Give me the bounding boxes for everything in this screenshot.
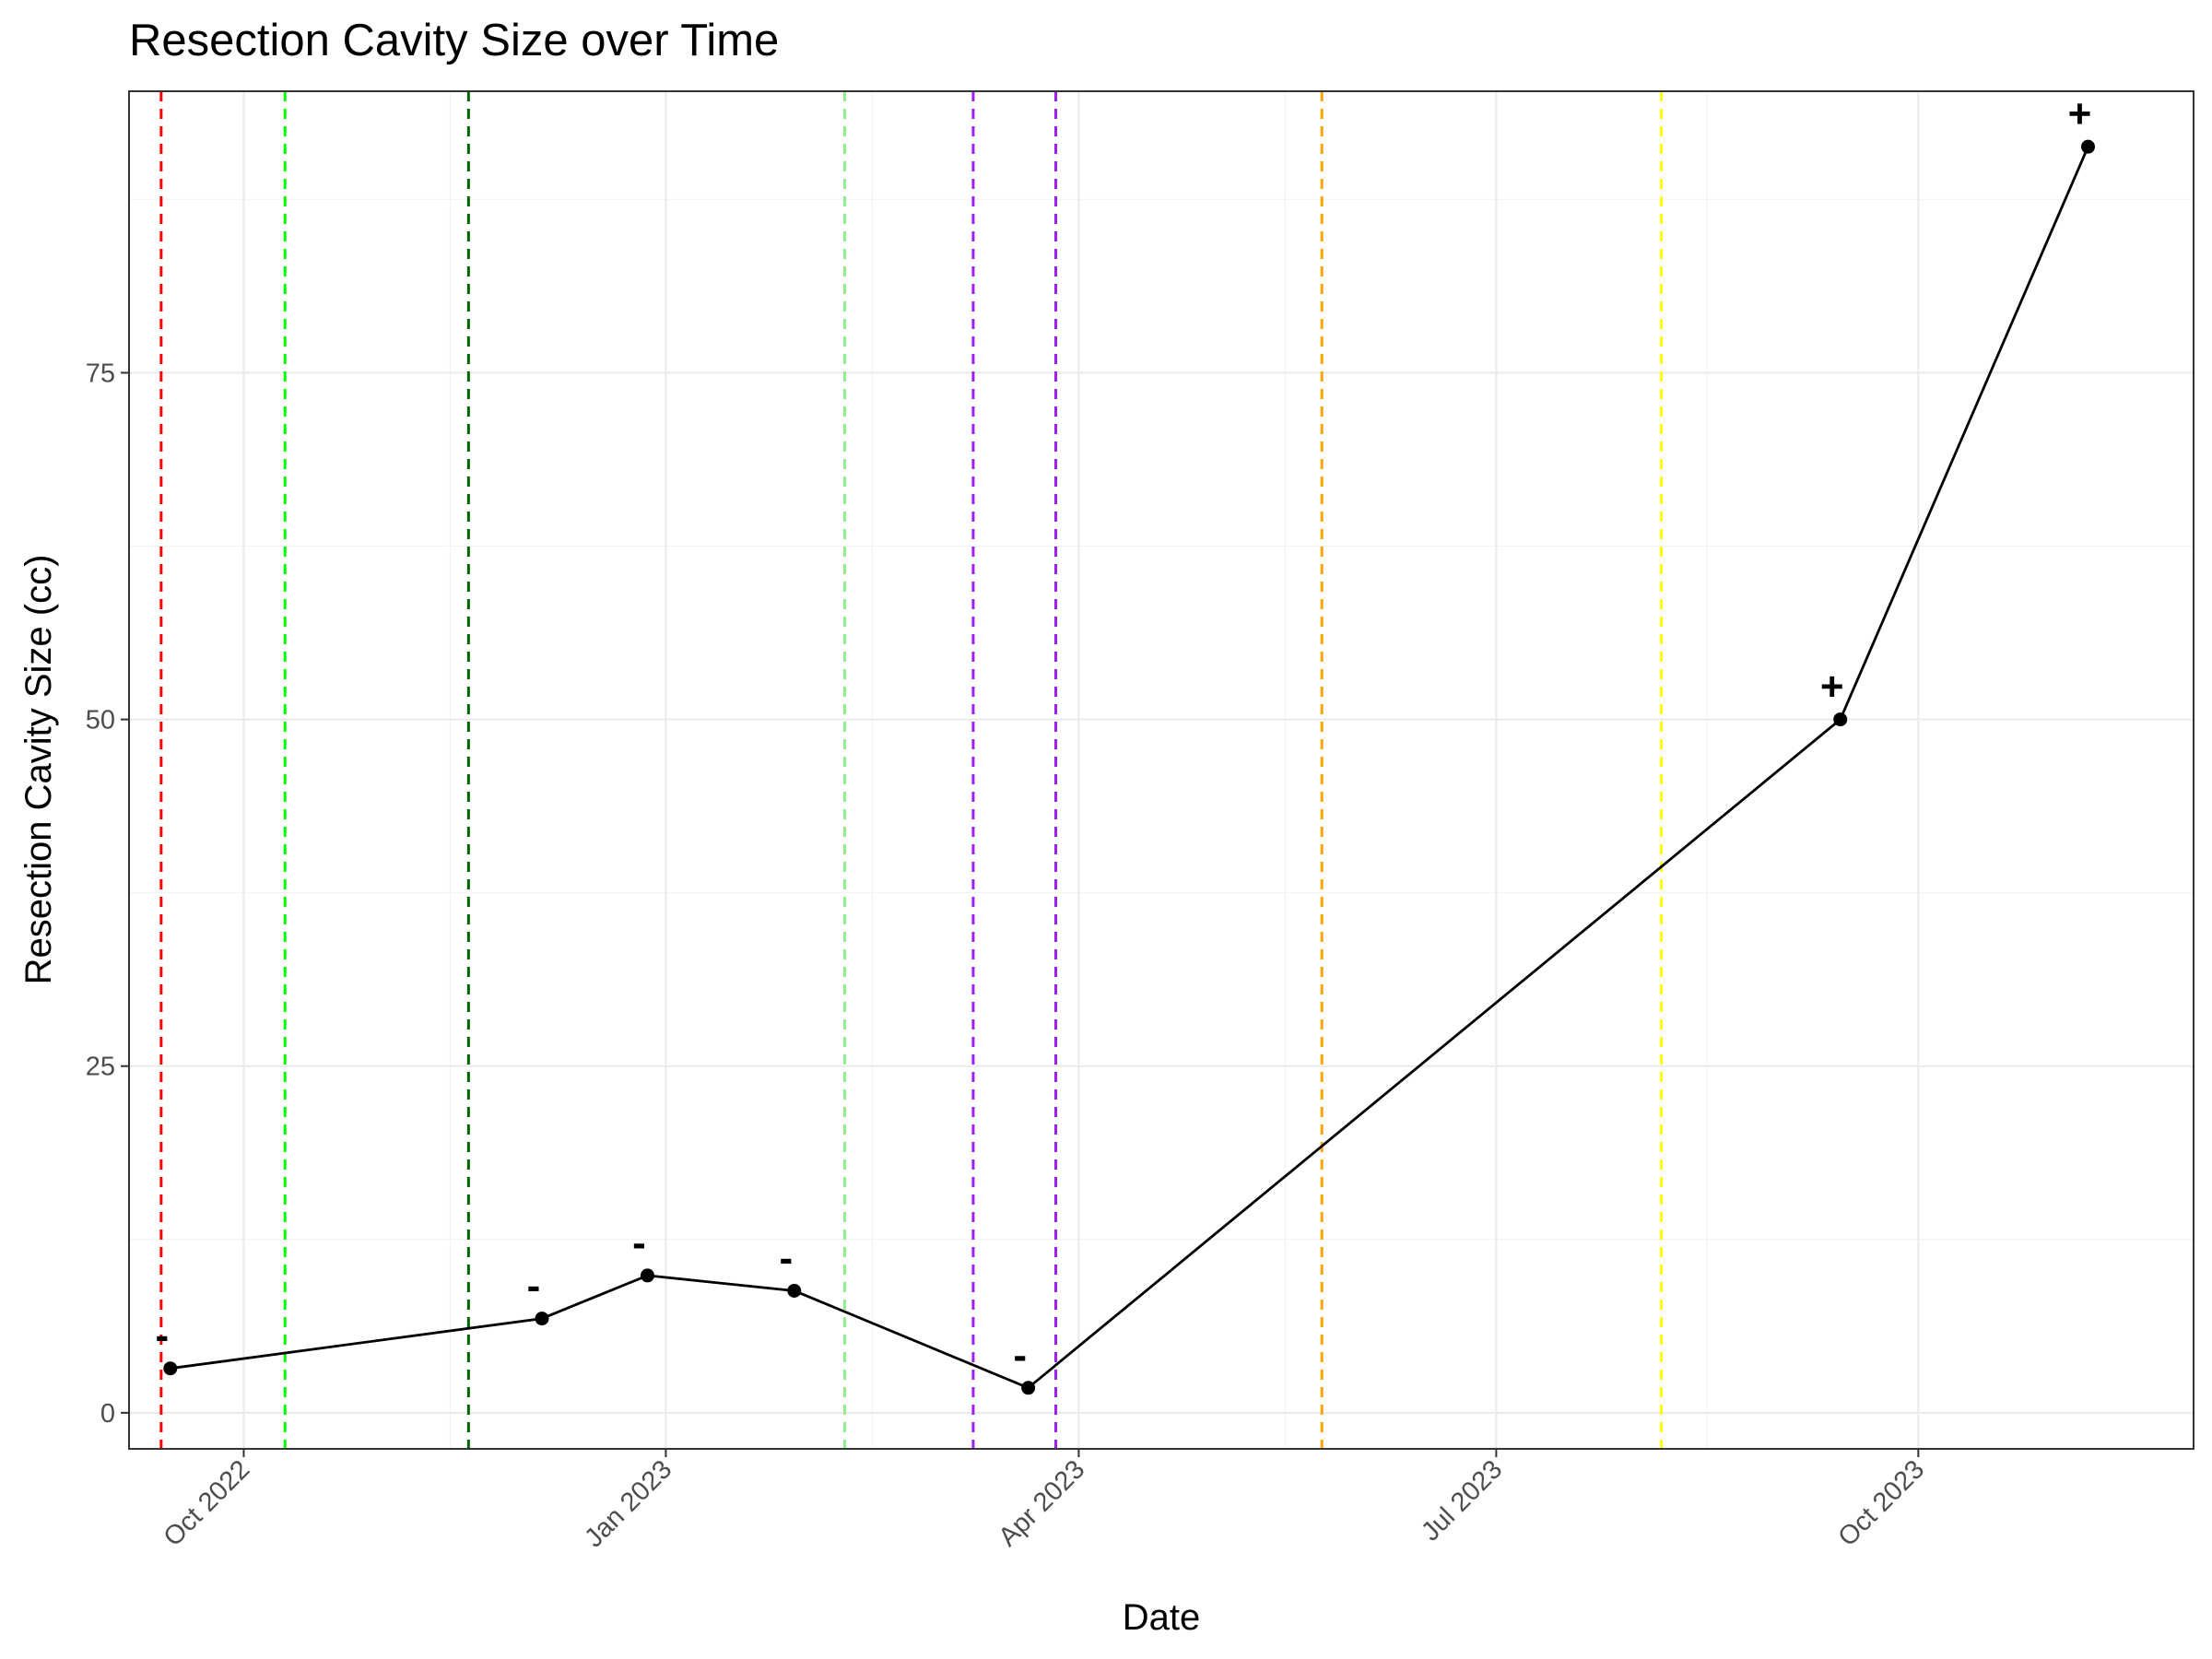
x-axis: Oct 2022 Jan 2023 Apr 2023 Jul 2023 Oct 2023 <box>159 1449 1930 1553</box>
data-point-label: - <box>155 1313 169 1359</box>
data-point <box>163 1361 178 1376</box>
data-point <box>787 1283 802 1298</box>
data-point <box>640 1268 654 1283</box>
x-axis-title: Date <box>1123 1597 1201 1638</box>
data-series <box>163 139 2096 1395</box>
data-point <box>2081 139 2096 154</box>
y-tick-label: 25 <box>86 1053 115 1082</box>
minor-gridlines <box>129 91 2194 1449</box>
plot-panel-border <box>128 90 2194 1450</box>
point-labels: - - - - - + + <box>155 91 2091 1378</box>
x-tick-label: Jul 2023 <box>1416 1454 1508 1547</box>
y-axis: 0 25 50 75 <box>86 359 129 1429</box>
data-point-label: - <box>632 1220 646 1265</box>
major-gridlines <box>129 91 2194 1449</box>
x-tick-label: Oct 2023 <box>1832 1454 1930 1552</box>
data-point <box>1833 712 1848 727</box>
x-tick-label: Jan 2023 <box>579 1454 677 1553</box>
y-tick-label: 0 <box>100 1399 115 1429</box>
data-point-label: - <box>1013 1333 1027 1378</box>
chart-title: Resection Cavity Size over Time <box>129 16 779 65</box>
x-tick-label: Apr 2023 <box>993 1454 1090 1552</box>
y-tick-label: 75 <box>86 359 115 388</box>
event-lines <box>159 91 1664 1449</box>
data-point-label: + <box>1820 665 1844 710</box>
y-tick-label: 50 <box>86 706 115 735</box>
x-tick-label: Oct 2022 <box>159 1454 256 1552</box>
data-point <box>535 1312 549 1326</box>
data-point-label: - <box>527 1264 541 1309</box>
y-axis-title: Resection Cavity Size (cc) <box>18 555 59 985</box>
series-line <box>170 146 2089 1390</box>
data-point <box>1021 1381 1036 1395</box>
data-point-label: - <box>779 1235 793 1280</box>
data-point-label: + <box>2068 91 2092 136</box>
